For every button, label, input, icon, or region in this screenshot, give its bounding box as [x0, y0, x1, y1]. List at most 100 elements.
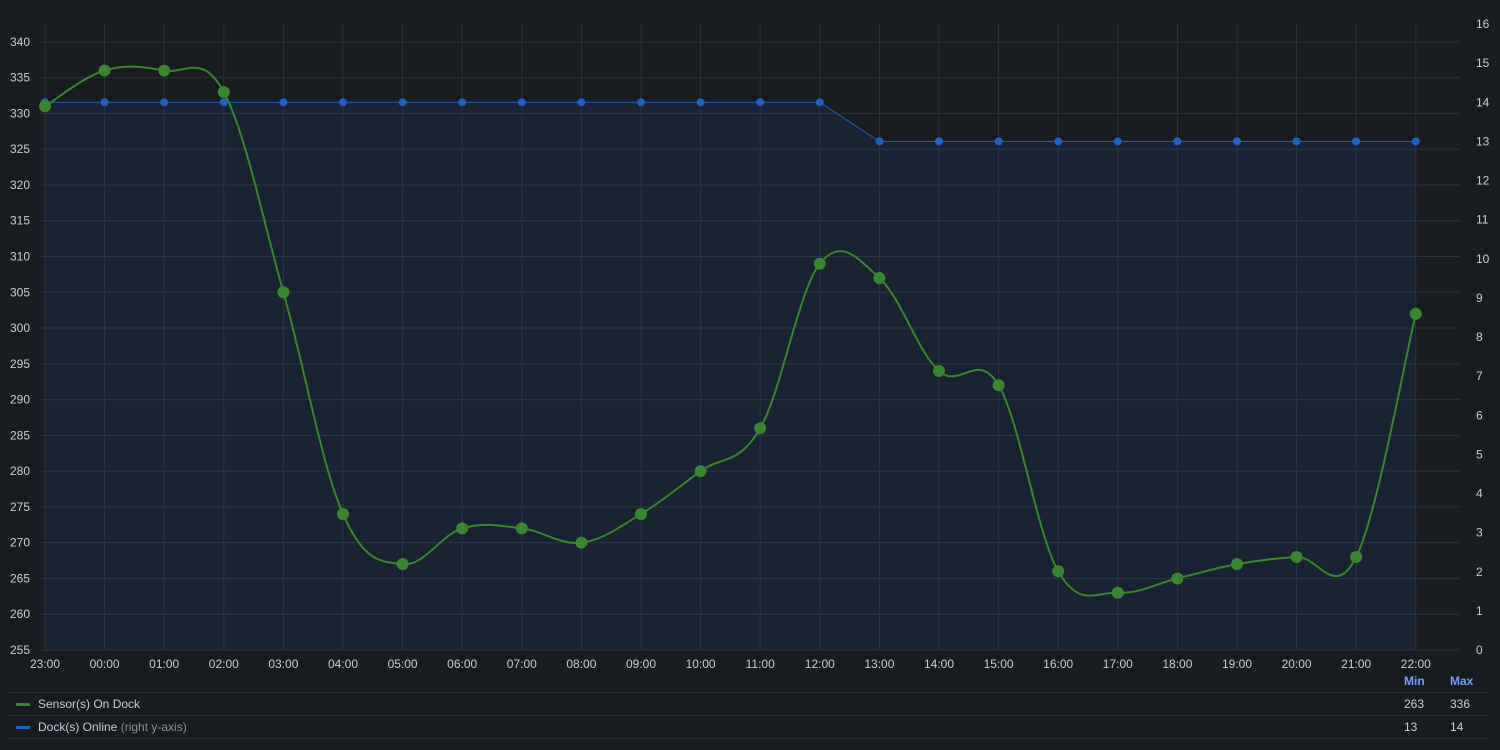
x-tick-label: 21:00: [1341, 657, 1371, 670]
docks-data-point: [815, 98, 824, 107]
sensors-data-point: [813, 257, 826, 270]
x-tick-label: 13:00: [864, 657, 894, 670]
docks-data-point: [1411, 137, 1420, 146]
legend-row-sensors[interactable]: Sensor(s) On Dock 263 336: [8, 693, 1490, 716]
y-left-tick-label: 305: [10, 285, 30, 299]
y-right-tick-label: 8: [1476, 330, 1483, 344]
sensors-data-point: [694, 465, 707, 478]
docks-data-point: [577, 98, 586, 107]
docks-data-point: [398, 98, 407, 107]
sensors-data-point: [1290, 550, 1303, 563]
sensors-data-point: [1409, 307, 1422, 320]
y-left-tick-label: 255: [10, 643, 30, 657]
x-tick-label: 22:00: [1401, 657, 1431, 670]
x-tick-label: 23:00: [30, 657, 60, 670]
sensors-data-point: [992, 379, 1005, 392]
sensors-data-point: [217, 85, 230, 98]
x-tick-label: 15:00: [984, 657, 1014, 670]
x-tick-label: 11:00: [746, 657, 775, 670]
y-left-tick-label: 290: [10, 393, 30, 407]
sensors-data-point: [277, 286, 290, 299]
docks-data-point: [1233, 137, 1241, 146]
docks-data-point: [339, 98, 347, 107]
y-right-tick-label: 10: [1476, 252, 1490, 266]
y-right-tick-label: 13: [1476, 134, 1490, 148]
sensors-data-point: [873, 271, 886, 284]
sensors-data-point: [1052, 565, 1065, 578]
sensors-data-point: [1231, 558, 1243, 571]
y-right-tick-label: 16: [1476, 17, 1490, 31]
y-left-tick-label: 300: [10, 321, 30, 335]
y-right-tick-label: 7: [1476, 369, 1483, 383]
y-left-tick-label: 260: [10, 607, 30, 621]
y-right-tick-label: 5: [1476, 447, 1483, 461]
sensors-data-point: [635, 508, 647, 521]
y-right-tick-label: 12: [1476, 174, 1490, 188]
sensors-data-point: [158, 64, 171, 77]
y-right-tick-label: 4: [1476, 487, 1483, 501]
x-tick-label: 10:00: [686, 657, 716, 670]
legend-max-value: 14: [1450, 720, 1464, 734]
x-tick-label: 12:00: [805, 657, 835, 670]
docks-data-point: [517, 98, 526, 107]
legend-min-value: 263: [1404, 697, 1425, 711]
x-tick-label: 09:00: [626, 657, 656, 670]
legend-min-value: 13: [1404, 720, 1418, 734]
y-left-tick-label: 265: [10, 571, 30, 585]
legend-swatch-docks: [16, 726, 30, 729]
legend-min-header[interactable]: Min: [1404, 674, 1425, 688]
x-tick-label: 08:00: [566, 657, 596, 670]
y-left-tick-label: 295: [10, 357, 30, 371]
x-tick-label: 02:00: [209, 657, 239, 670]
y-left-tick-label: 315: [10, 214, 30, 228]
y-right-tick-label: 0: [1476, 643, 1483, 657]
docks-area-fill: [45, 102, 1416, 650]
docks-data-point: [1173, 137, 1182, 146]
sensors-data-point: [396, 558, 409, 571]
docks-data-point: [160, 98, 169, 107]
sensors-data-point: [98, 64, 111, 77]
time-series-chart[interactable]: 2552602652702752802852902953003053103153…: [0, 0, 1500, 670]
y-right-tick-label: 14: [1476, 95, 1490, 109]
y-left-tick-label: 280: [10, 464, 30, 478]
legend-label-docks: Dock(s) Online: [38, 720, 118, 734]
docks-data-point: [458, 98, 467, 107]
y-left-tick-label: 335: [10, 71, 30, 85]
legend-max-value: 336: [1450, 697, 1471, 711]
sensors-data-point: [1350, 550, 1363, 563]
x-tick-label: 06:00: [447, 657, 477, 670]
docks-data-point: [756, 98, 765, 107]
x-tick-label: 20:00: [1282, 657, 1312, 670]
docks-data-point: [1113, 137, 1122, 146]
x-tick-label: 18:00: [1162, 657, 1192, 670]
x-tick-label: 17:00: [1103, 657, 1133, 670]
legend-row-docks[interactable]: Dock(s) Online (right y-axis) 13 14: [8, 716, 1490, 739]
docks-series-line: [45, 101, 1416, 142]
x-tick-label: 00:00: [90, 657, 120, 670]
legend-header: Min Max: [8, 670, 1490, 693]
docks-data-point: [935, 137, 943, 146]
docks-data-point: [637, 98, 645, 107]
y-right-tick-label: 6: [1476, 408, 1483, 422]
docks-data-point: [219, 98, 228, 107]
docks-data-point: [100, 98, 109, 107]
sensors-data-point: [1111, 586, 1124, 599]
docks-data-point: [875, 137, 884, 146]
docks-data-point: [279, 98, 288, 107]
y-left-tick-label: 275: [10, 500, 30, 514]
docks-data-point: [1054, 137, 1063, 146]
y-left-tick-label: 320: [10, 178, 30, 192]
legend-series-name[interactable]: Sensor(s) On Dock: [38, 693, 140, 715]
y-right-tick-label: 15: [1476, 56, 1490, 70]
sensors-data-point: [754, 422, 767, 435]
x-tick-label: 14:00: [924, 657, 954, 670]
x-tick-label: 01:00: [149, 657, 179, 670]
x-tick-label: 07:00: [507, 657, 537, 670]
x-tick-label: 16:00: [1043, 657, 1073, 670]
legend-max-header[interactable]: Max: [1450, 674, 1474, 688]
legend-axis-hint: (right y-axis): [120, 720, 187, 734]
legend-swatch-sensors: [16, 703, 30, 706]
y-left-tick-label: 310: [10, 250, 30, 264]
legend-series-name[interactable]: Dock(s) Online (right y-axis): [38, 716, 187, 738]
